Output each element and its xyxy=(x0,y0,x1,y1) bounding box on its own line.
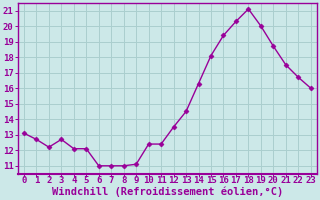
X-axis label: Windchill (Refroidissement éolien,°C): Windchill (Refroidissement éolien,°C) xyxy=(52,187,283,197)
